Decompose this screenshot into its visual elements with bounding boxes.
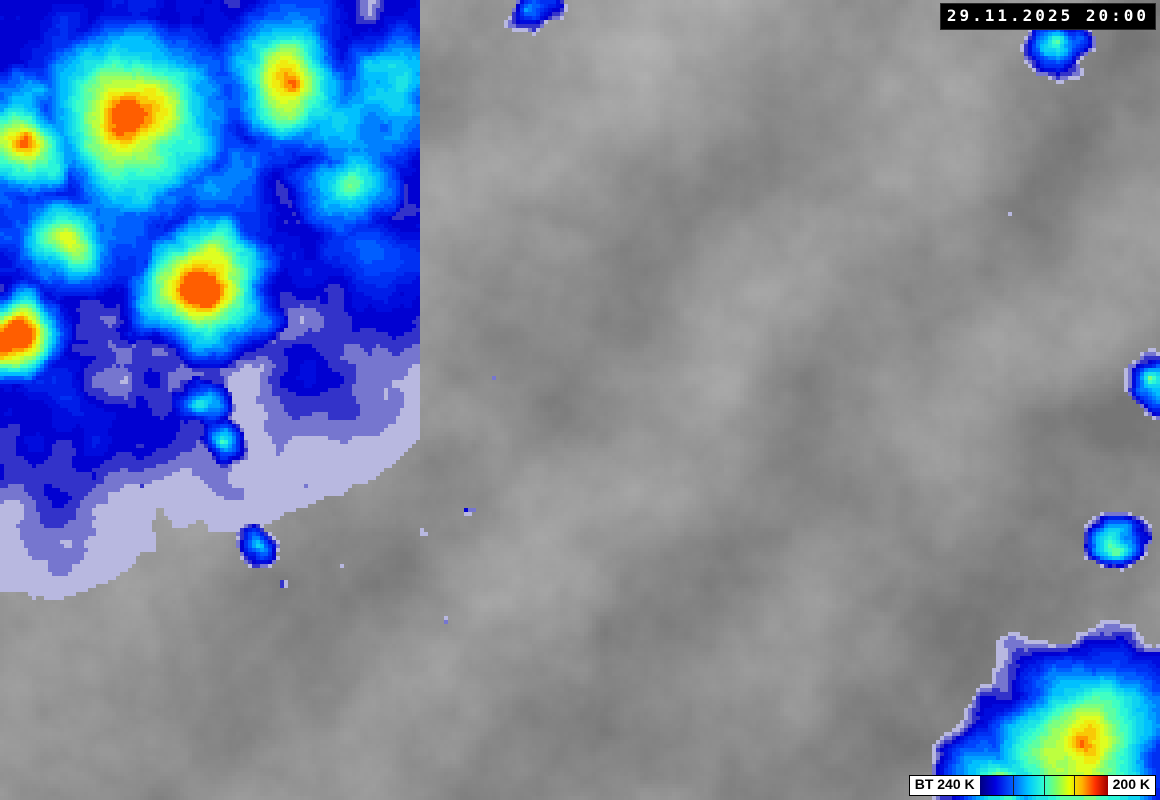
colorbar-max-label: 200 K <box>1107 776 1155 795</box>
colorbar-tick <box>1043 776 1045 795</box>
colorbar-gradient <box>979 776 1108 795</box>
colorbar-tick <box>1074 776 1076 795</box>
timestamp-overlay: 29.11.2025 20:00 <box>939 3 1156 30</box>
colorbar-tick <box>1012 776 1014 795</box>
colorbar-legend: BT 240 K 200 K <box>908 775 1156 796</box>
colorbar-min-label: BT 240 K <box>909 776 980 795</box>
